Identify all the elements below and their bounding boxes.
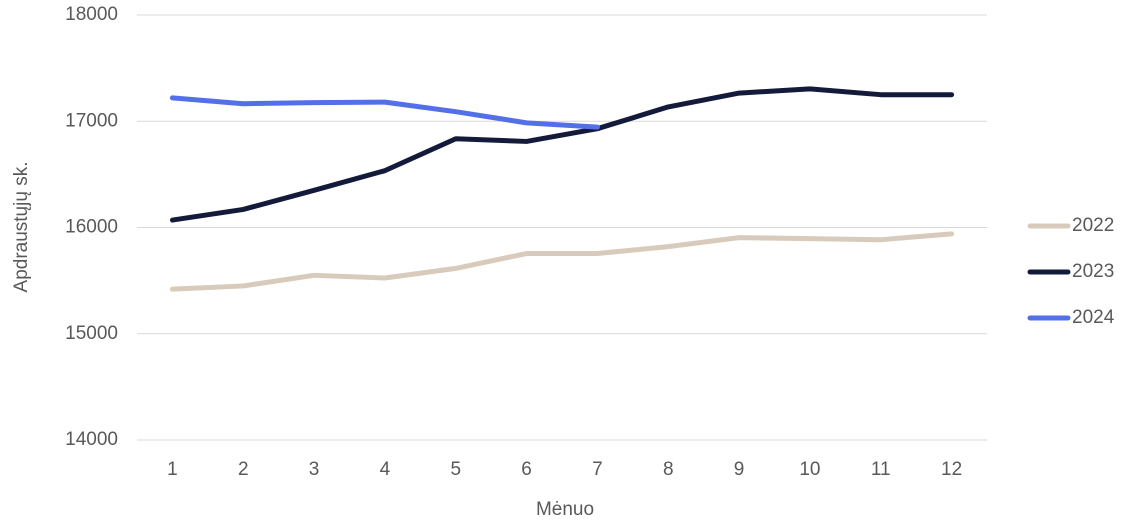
x-tick-label: 1 [167, 459, 178, 480]
x-tick-label: 12 [941, 459, 962, 480]
x-tick-label: 8 [663, 459, 674, 480]
legend-label: 2024 [1072, 307, 1115, 328]
y-tick-label: 15000 [65, 323, 118, 344]
series-line [169, 86, 955, 223]
y-tick-label: 16000 [65, 217, 118, 238]
x-axis-title: Mėnuo [536, 499, 594, 520]
y-tick-label: 18000 [65, 4, 118, 25]
x-tick-label: 10 [799, 459, 820, 480]
legend-label: 2023 [1072, 261, 1114, 282]
x-tick-label: 2 [238, 459, 249, 480]
y-axis-title: Apdraustųjų sk. [11, 162, 32, 293]
y-tick-label: 14000 [65, 429, 118, 450]
y-tick-label: 17000 [65, 110, 118, 131]
series-line [169, 95, 600, 130]
legend-label: 2022 [1072, 215, 1114, 236]
x-tick-label: 5 [450, 459, 461, 480]
series-line [169, 231, 955, 292]
x-tick-label: 7 [592, 459, 603, 480]
x-tick-label: 9 [734, 459, 745, 480]
x-tick-label: 3 [309, 459, 320, 480]
x-tick-label: 11 [871, 459, 891, 480]
x-tick-label: 6 [521, 459, 532, 480]
x-tick-label: 4 [380, 459, 391, 480]
